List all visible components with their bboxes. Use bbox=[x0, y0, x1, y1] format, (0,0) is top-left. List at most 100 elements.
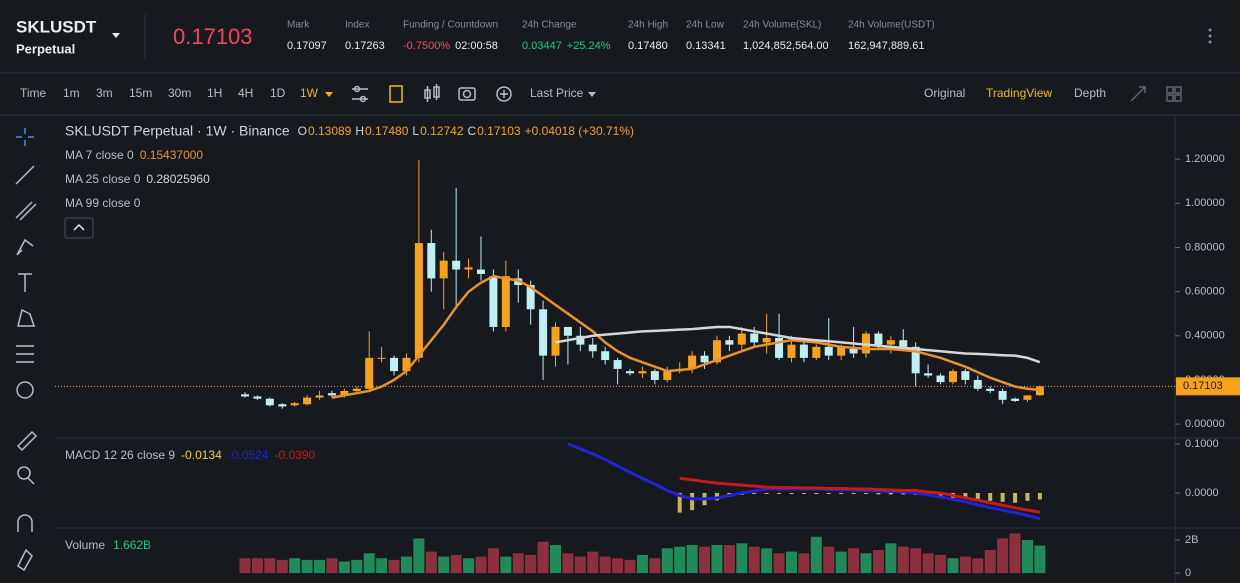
stat-label: 24h Volume(USDT) bbox=[848, 20, 935, 31]
histogram-bar bbox=[814, 492, 819, 494]
volume-bar bbox=[997, 538, 1009, 574]
volume-bar bbox=[823, 546, 835, 574]
volume-bar bbox=[661, 548, 673, 574]
volume-bar bbox=[699, 546, 711, 574]
candle-body bbox=[365, 357, 374, 389]
view-option[interactable]: Original bbox=[924, 86, 965, 100]
candle-body bbox=[315, 395, 324, 398]
indicator-legend-value: 0.28025960 bbox=[146, 172, 210, 186]
histogram-bar bbox=[864, 492, 868, 494]
histogram-bar bbox=[752, 492, 757, 494]
collapse-chevron bbox=[73, 223, 85, 231]
candle-body bbox=[911, 346, 920, 374]
indicator-settings-icon[interactable] bbox=[352, 85, 368, 103]
volume-bar bbox=[1021, 540, 1033, 574]
candle-body bbox=[762, 337, 771, 343]
ohlc-value: 0.17480 bbox=[365, 124, 409, 138]
last-price-tag bbox=[1176, 377, 1240, 396]
volume-bar bbox=[376, 558, 388, 574]
candle-body bbox=[613, 360, 622, 369]
candle-body bbox=[750, 333, 759, 343]
layout-icon[interactable] bbox=[1166, 86, 1182, 102]
template-icon[interactable] bbox=[389, 85, 403, 103]
volume-bar bbox=[910, 548, 922, 574]
y-tick-label: 1.20000 bbox=[1185, 153, 1225, 165]
y-tick-label: 0.0000 bbox=[1185, 487, 1219, 499]
candle-body bbox=[874, 333, 883, 345]
ohlc-key: H bbox=[355, 124, 364, 138]
candle-body bbox=[377, 357, 386, 359]
volume-bar bbox=[711, 545, 723, 574]
volume-legend-value: 1.662B bbox=[113, 538, 151, 552]
interval-dropdown[interactable] bbox=[325, 92, 333, 97]
volume-bar bbox=[400, 556, 412, 574]
histogram-bar bbox=[851, 492, 856, 494]
candle-body bbox=[799, 344, 808, 358]
candle-body bbox=[414, 243, 423, 358]
histogram-bar bbox=[1013, 492, 1018, 503]
histogram-bar bbox=[901, 492, 906, 495]
price-type-dropdown[interactable] bbox=[588, 92, 596, 97]
candle-body bbox=[924, 373, 933, 376]
interval-option[interactable]: Time bbox=[20, 86, 47, 100]
moving-average-line bbox=[555, 325, 1041, 364]
volume-bar bbox=[947, 558, 959, 574]
volume-bar bbox=[438, 556, 450, 574]
y-tick-label: 1.00000 bbox=[1185, 197, 1225, 209]
volume-bar bbox=[872, 549, 884, 574]
candle-body bbox=[812, 346, 821, 358]
chart-type-icon[interactable] bbox=[424, 84, 440, 102]
histogram-bar bbox=[1000, 492, 1005, 502]
candle-body bbox=[278, 404, 287, 407]
interval-option[interactable]: 4H bbox=[238, 86, 253, 100]
candle-body bbox=[489, 276, 498, 327]
volume-bar bbox=[587, 551, 599, 574]
volume-bar bbox=[525, 554, 537, 574]
volume-bar bbox=[463, 558, 475, 574]
candle-body bbox=[1023, 395, 1032, 400]
interval-option[interactable]: 1W bbox=[300, 86, 319, 100]
volume-bar bbox=[624, 559, 636, 574]
interval-option[interactable]: 15m bbox=[129, 86, 152, 100]
stat-label: 24h Volume(SKL) bbox=[743, 20, 821, 31]
stat-value: -0.7500% bbox=[403, 40, 450, 52]
volume-bar bbox=[326, 558, 338, 574]
volume-bar bbox=[574, 556, 586, 574]
stat-value: 162,947,889.61 bbox=[848, 40, 924, 52]
fullscreen-icon[interactable] bbox=[1130, 86, 1146, 102]
more-menu[interactable] bbox=[1208, 28, 1212, 44]
y-tick-label: 0.60000 bbox=[1185, 286, 1225, 298]
contract-type: Perpetual bbox=[16, 41, 75, 56]
symbol-dropdown[interactable] bbox=[112, 33, 120, 38]
stat-value: +25.24% bbox=[567, 40, 611, 52]
volume-bar bbox=[487, 548, 499, 574]
collapse-legend-button[interactable] bbox=[64, 217, 94, 239]
volume-bar bbox=[686, 545, 698, 574]
indicator-line bbox=[679, 476, 1041, 514]
screenshot-icon[interactable] bbox=[458, 87, 476, 101]
volume-title: Volume bbox=[65, 538, 105, 552]
interval-option[interactable]: 1D bbox=[270, 86, 286, 100]
stat-value: 0.17097 bbox=[287, 40, 327, 52]
add-indicator-icon[interactable] bbox=[496, 86, 512, 102]
interval-option[interactable]: 1H bbox=[207, 86, 222, 100]
histogram-bar bbox=[839, 492, 844, 494]
interval-option[interactable]: 30m bbox=[168, 86, 191, 100]
candle-body bbox=[452, 260, 461, 270]
volume-bar bbox=[885, 543, 897, 574]
candle-body bbox=[849, 349, 858, 354]
stat-label: 24h Low bbox=[686, 20, 725, 31]
volume-bar bbox=[612, 558, 624, 574]
view-option[interactable]: Depth bbox=[1074, 86, 1106, 100]
interval-option[interactable]: 1m bbox=[63, 86, 80, 100]
view-option[interactable]: TradingView bbox=[986, 86, 1052, 100]
interval-option[interactable]: 3m bbox=[96, 86, 113, 100]
price-type-select[interactable]: Last Price bbox=[530, 86, 584, 100]
volume-bar bbox=[388, 559, 400, 574]
candle-body bbox=[688, 355, 697, 369]
symbol[interactable]: SKLUSDT bbox=[16, 17, 97, 36]
volume-bar bbox=[798, 553, 810, 574]
drawing-tools[interactable] bbox=[15, 128, 38, 572]
candle-body bbox=[638, 371, 647, 374]
volume-bar bbox=[450, 554, 462, 574]
